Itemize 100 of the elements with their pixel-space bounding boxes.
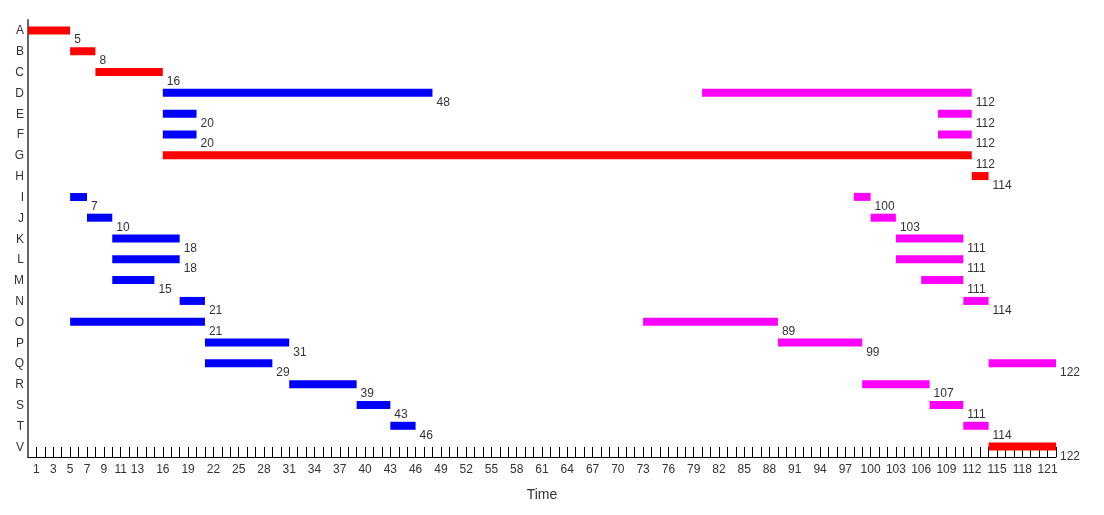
data-label: 122 bbox=[1060, 365, 1081, 380]
data-label: 122 bbox=[1060, 448, 1081, 463]
y-tick-label: V bbox=[15, 439, 24, 454]
bar bbox=[853, 192, 871, 201]
y-tick-label: D bbox=[15, 85, 25, 100]
y-tick-label: R bbox=[15, 377, 25, 392]
data-label: 112 bbox=[975, 157, 996, 172]
x-tick-label: 1 bbox=[33, 462, 41, 476]
data-label: 31 bbox=[293, 344, 307, 359]
x-tick-label: 115 bbox=[987, 462, 1007, 476]
data-label: 114 bbox=[992, 427, 1013, 442]
y-tick-label: K bbox=[15, 231, 24, 246]
bar bbox=[963, 421, 989, 430]
x-axis-title: Time bbox=[526, 486, 558, 502]
x-tick-label: 85 bbox=[737, 462, 752, 476]
bar bbox=[938, 109, 972, 118]
bar bbox=[70, 192, 87, 201]
bar bbox=[963, 296, 989, 305]
data-label: 18 bbox=[183, 240, 198, 255]
x-tick-label: 118 bbox=[1012, 462, 1033, 476]
x-tick-label: 64 bbox=[560, 462, 575, 476]
bar bbox=[390, 421, 416, 430]
data-label: 103 bbox=[899, 219, 921, 234]
data-label: 43 bbox=[394, 406, 408, 421]
y-tick-label: P bbox=[15, 335, 24, 350]
bar bbox=[162, 151, 972, 160]
x-tick-label: 37 bbox=[333, 462, 347, 476]
data-label: 114 bbox=[992, 178, 1013, 193]
x-tick-label: 94 bbox=[813, 462, 828, 476]
bar bbox=[643, 317, 778, 326]
x-tick-label: 9 bbox=[100, 462, 108, 476]
bar bbox=[988, 359, 1056, 368]
data-label: 111 bbox=[967, 282, 986, 297]
x-tick-label: 22 bbox=[206, 462, 221, 476]
x-tick-label: 11 bbox=[114, 462, 128, 476]
y-tick-label: H bbox=[15, 169, 24, 184]
data-label: 18 bbox=[183, 261, 198, 276]
data-label: 29 bbox=[276, 365, 291, 380]
x-tick-label: 67 bbox=[585, 462, 600, 476]
data-label: 8 bbox=[99, 53, 107, 68]
bar bbox=[204, 359, 273, 368]
x-tick-label: 82 bbox=[712, 462, 726, 476]
x-tick-label: 5 bbox=[66, 462, 74, 476]
x-tick-label: 76 bbox=[661, 462, 676, 476]
bar bbox=[862, 380, 930, 389]
bar bbox=[112, 234, 180, 243]
x-tick-label: 25 bbox=[231, 462, 246, 476]
y-tick-label: A bbox=[15, 23, 24, 38]
x-tick-label: 112 bbox=[962, 462, 982, 476]
x-tick-label: 52 bbox=[459, 462, 474, 476]
data-label: 99 bbox=[866, 344, 880, 359]
bar bbox=[162, 109, 197, 118]
data-label: 20 bbox=[200, 136, 215, 151]
x-tick-label: 70 bbox=[611, 462, 625, 476]
y-tick-label: I bbox=[20, 189, 24, 204]
data-label: 112 bbox=[975, 94, 996, 109]
x-tick-label: 103 bbox=[885, 462, 907, 476]
bar bbox=[28, 26, 71, 35]
bar bbox=[702, 88, 972, 97]
x-tick-label: 55 bbox=[484, 462, 499, 476]
x-tick-label: 97 bbox=[838, 462, 853, 476]
y-tick-label: T bbox=[16, 418, 25, 433]
bar bbox=[204, 338, 290, 347]
y-tick-label: G bbox=[14, 148, 24, 163]
x-tick-label: 61 bbox=[535, 462, 549, 476]
data-label: 15 bbox=[158, 282, 173, 297]
x-tick-label: 31 bbox=[282, 462, 297, 476]
x-tick-label: 73 bbox=[636, 462, 651, 476]
y-tick-label: F bbox=[16, 127, 24, 142]
x-tick-label: 58 bbox=[510, 462, 524, 476]
bar bbox=[162, 88, 433, 97]
x-tick-label: 7 bbox=[83, 462, 91, 476]
bar bbox=[162, 130, 197, 139]
bar bbox=[356, 400, 391, 409]
x-tick-label: 40 bbox=[358, 462, 373, 476]
data-label: 114 bbox=[992, 302, 1013, 317]
bar bbox=[777, 338, 863, 347]
bar bbox=[86, 213, 113, 222]
bar bbox=[895, 255, 964, 264]
y-tick-label: O bbox=[14, 314, 24, 329]
x-tick-label: 34 bbox=[307, 462, 322, 476]
data-label: 111 bbox=[967, 406, 986, 421]
bar bbox=[289, 380, 357, 389]
data-label: 21 bbox=[208, 323, 223, 338]
data-label: 16 bbox=[166, 74, 181, 89]
data-label: 10 bbox=[116, 219, 130, 234]
data-label: 89 bbox=[781, 323, 796, 338]
x-tick-label: 88 bbox=[762, 462, 777, 476]
y-tick-label: J bbox=[18, 210, 24, 225]
bar bbox=[95, 68, 163, 77]
bar bbox=[895, 234, 964, 243]
data-label: 46 bbox=[419, 427, 434, 442]
x-tick-label: 79 bbox=[686, 462, 701, 476]
bar bbox=[938, 130, 972, 139]
data-label: 107 bbox=[933, 386, 954, 401]
y-tick-label: M bbox=[14, 273, 24, 288]
x-tick-label: 49 bbox=[434, 462, 448, 476]
data-label: 20 bbox=[200, 115, 215, 130]
bar bbox=[179, 296, 205, 305]
bar bbox=[70, 317, 205, 326]
